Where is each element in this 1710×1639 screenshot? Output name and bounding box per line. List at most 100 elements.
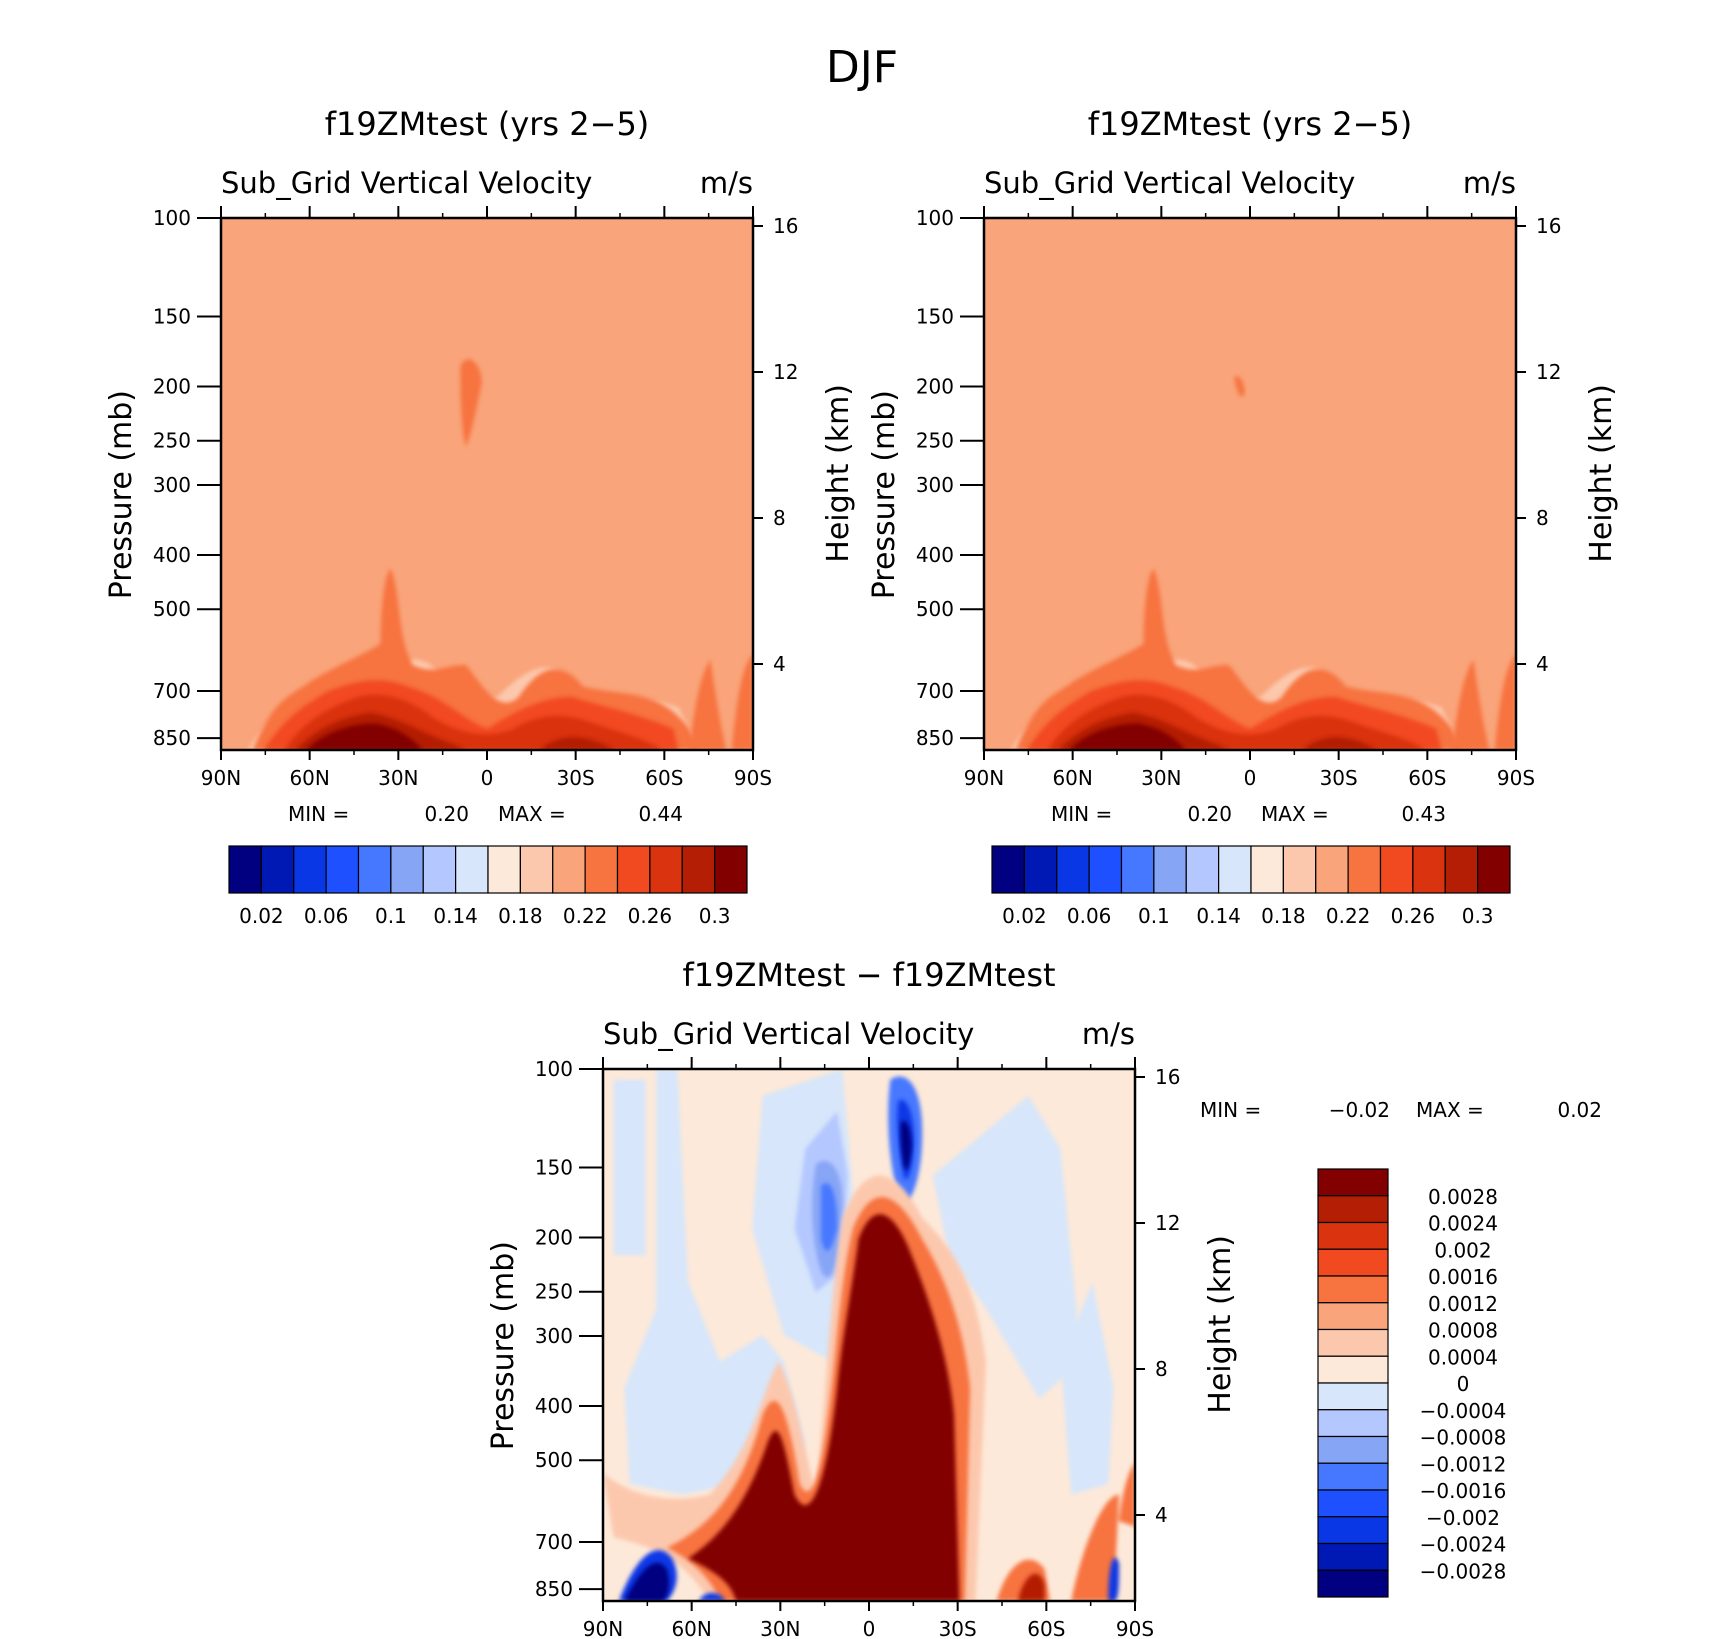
max-label: MAX = [1416,1098,1484,1122]
contour-region [619,1550,1119,1601]
colorbar-label: −0.0008 [1420,1426,1507,1450]
max-value: 0.02 [1557,1098,1602,1122]
y-tick-label: 100 [153,206,191,230]
colorbar-label: 0.002 [1434,1238,1491,1262]
colorbar-label: 0.3 [1462,904,1494,928]
colorbar-swatch [455,845,489,894]
x-tick-label: 30S [557,766,595,790]
colorbar-label: 0.02 [1002,904,1047,928]
colorbar-swatch [1412,845,1446,894]
panel-title: f19ZMtest − f19ZMtest [682,956,1055,994]
y-tick-label: 500 [916,597,954,621]
x-tick-label: 90N [964,766,1004,790]
panel-subtitle: Sub_Grid Vertical Velocity [984,166,1355,200]
colorbar-swatch [1120,845,1155,894]
colorbar-swatch [1477,845,1511,894]
contour-region [613,1079,646,1256]
min-label: MIN = [1051,802,1112,826]
y-tick-label: 150 [153,305,191,329]
colorbar-swatch [1317,1248,1389,1277]
colorbar-swatch [1056,845,1090,894]
colorbar-swatch [1317,1435,1389,1464]
colorbar-swatch [1347,845,1382,894]
colorbar-swatch [1317,1302,1389,1331]
colorbar-swatch [519,845,554,894]
contour-region [624,1562,670,1601]
max-label: MAX = [498,802,566,826]
x-tick-label: 0 [863,1617,876,1639]
colorbar-swatch [1282,845,1317,894]
colorbar-swatch [228,845,262,894]
y-tick-label: 100 [535,1057,573,1081]
y-tick-label: 850 [916,726,954,750]
colorbar-label: 0.18 [498,904,543,928]
colorbar-swatch [1317,1489,1389,1518]
panel-subtitle: Sub_Grid Vertical Velocity [221,166,592,200]
colorbar-swatch [357,845,392,894]
colorbar-label: 0.14 [1196,904,1241,928]
colorbar-label: 0.26 [628,904,673,928]
y-tick-label: 200 [153,374,191,398]
y-right-tick-label: 12 [1155,1211,1180,1235]
colorbar-swatch [584,845,619,894]
y-tick-label: 700 [535,1530,573,1554]
x-tick-label: 0 [481,766,494,790]
colorbar-label: 0.02 [239,904,284,928]
colorbar-swatch [1317,1195,1389,1224]
contour-field [1010,376,1516,750]
x-tick-label: 30N [378,766,418,790]
min-value: 0.20 [424,802,469,826]
colorbar-swatch [1317,1168,1389,1197]
y-tick-label: 150 [535,1156,573,1180]
panel-units: m/s [700,166,753,200]
x-tick-label: 90S [1497,766,1535,790]
y-tick-label: 300 [153,473,191,497]
colorbar-label: 0.3 [699,904,731,928]
colorbar-label: −0.0016 [1420,1479,1507,1503]
x-tick-label: 60N [289,766,329,790]
colorbar-swatch [1317,1409,1389,1438]
colorbar-swatch [1218,845,1252,894]
contour-region [1234,376,1245,397]
colorbar: 0.02 0.06 0.1 0.14 0.18 0.22 0.26 0.3 [991,845,1511,928]
y-right-tick-label: 8 [1536,506,1549,530]
panel-units: m/s [1082,1017,1135,1051]
colorbar-swatch [1317,1355,1389,1384]
y-tick-label: 400 [535,1394,573,1418]
y-tick-label: 100 [916,206,954,230]
contour-region [1018,1573,1045,1601]
contour-region [821,1183,838,1251]
colorbar-swatch [681,845,716,894]
colorbar-swatch [1317,1328,1389,1357]
colorbar-label: 0.0004 [1428,1345,1498,1369]
colorbar-label: 0.14 [433,904,478,928]
colorbar-swatch [325,845,360,894]
contour-region [1060,1281,1114,1495]
contour-region [996,1462,1135,1601]
colorbar-label: −0.0012 [1420,1452,1507,1476]
max-label: MAX = [1261,802,1329,826]
colorbar-swatch [1444,845,1479,894]
plot-area [984,218,1516,750]
y-tick-label: 850 [535,1577,573,1601]
x-tick-label: 90S [734,766,772,790]
colorbar-swatch [991,845,1025,894]
colorbar-label: −0.002 [1426,1506,1500,1530]
y-axis-label: Pressure (mb) [867,390,902,599]
colorbar-label: −0.0024 [1420,1533,1507,1557]
min-label: MIN = [1200,1098,1261,1122]
colorbar-label: 0.1 [375,904,407,928]
colorbar-swatch [616,845,651,894]
contour-region [689,654,753,750]
colorbar-label: 0.1 [1138,904,1170,928]
x-tick-label: 60N [1052,766,1092,790]
colorbar-swatch [1153,845,1187,894]
colorbar-label: 0.06 [1067,904,1112,928]
x-tick-label: 90N [201,766,241,790]
y-tick-label: 700 [916,679,954,703]
colorbar-swatch [552,845,586,894]
colorbar-swatch [390,845,424,894]
colorbar-swatch [1023,845,1058,894]
y-right-tick-label: 16 [773,214,798,238]
y-right-tick-label: 16 [1536,214,1561,238]
